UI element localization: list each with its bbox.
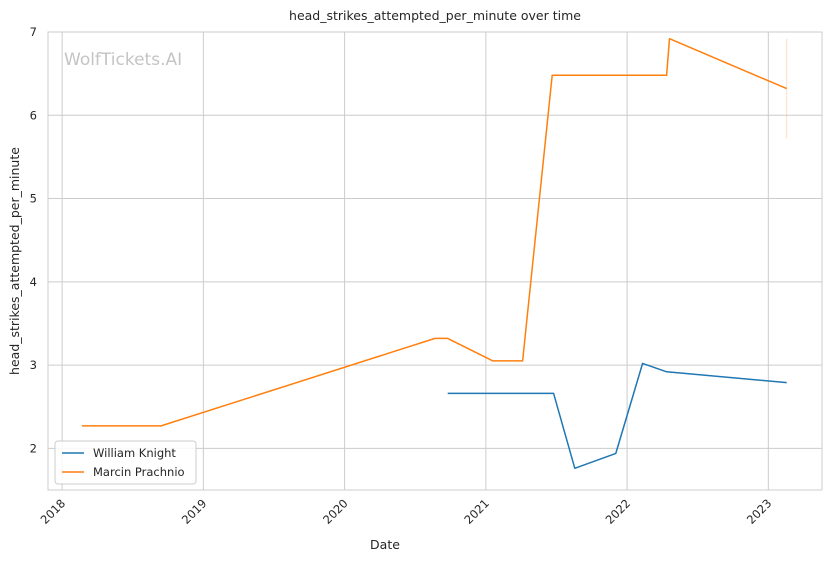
- y-tick-label: 4: [30, 275, 37, 289]
- y-tick-label: 7: [30, 25, 37, 39]
- y-tick-labels: 2 3 4 5 6 7: [30, 25, 37, 455]
- legend-label: Marcin Prachnio: [93, 465, 185, 479]
- y-axis-label: head_strikes_attempted_per_minute: [7, 147, 22, 375]
- legend-box: [54, 440, 197, 485]
- chart-title: head_strikes_attempted_per_minute over t…: [289, 8, 581, 23]
- y-tick-label: 2: [30, 441, 37, 455]
- series-line-marcin-prachnio: [81, 37, 787, 427]
- legend-label: William Knight: [93, 446, 176, 460]
- y-tick-label: 3: [30, 358, 37, 372]
- grid: [48, 31, 822, 490]
- y-tick-label: 5: [30, 192, 37, 206]
- series-line-william-knight: [447, 362, 787, 470]
- plot-frame: [47, 31, 823, 491]
- watermark: WolfTickets.AI: [64, 50, 182, 70]
- series-lines: [81, 37, 787, 470]
- legend: William Knight Marcin Prachnio: [54, 440, 197, 485]
- x-axis-label: Date: [370, 537, 400, 552]
- y-tick-label: 6: [30, 108, 37, 122]
